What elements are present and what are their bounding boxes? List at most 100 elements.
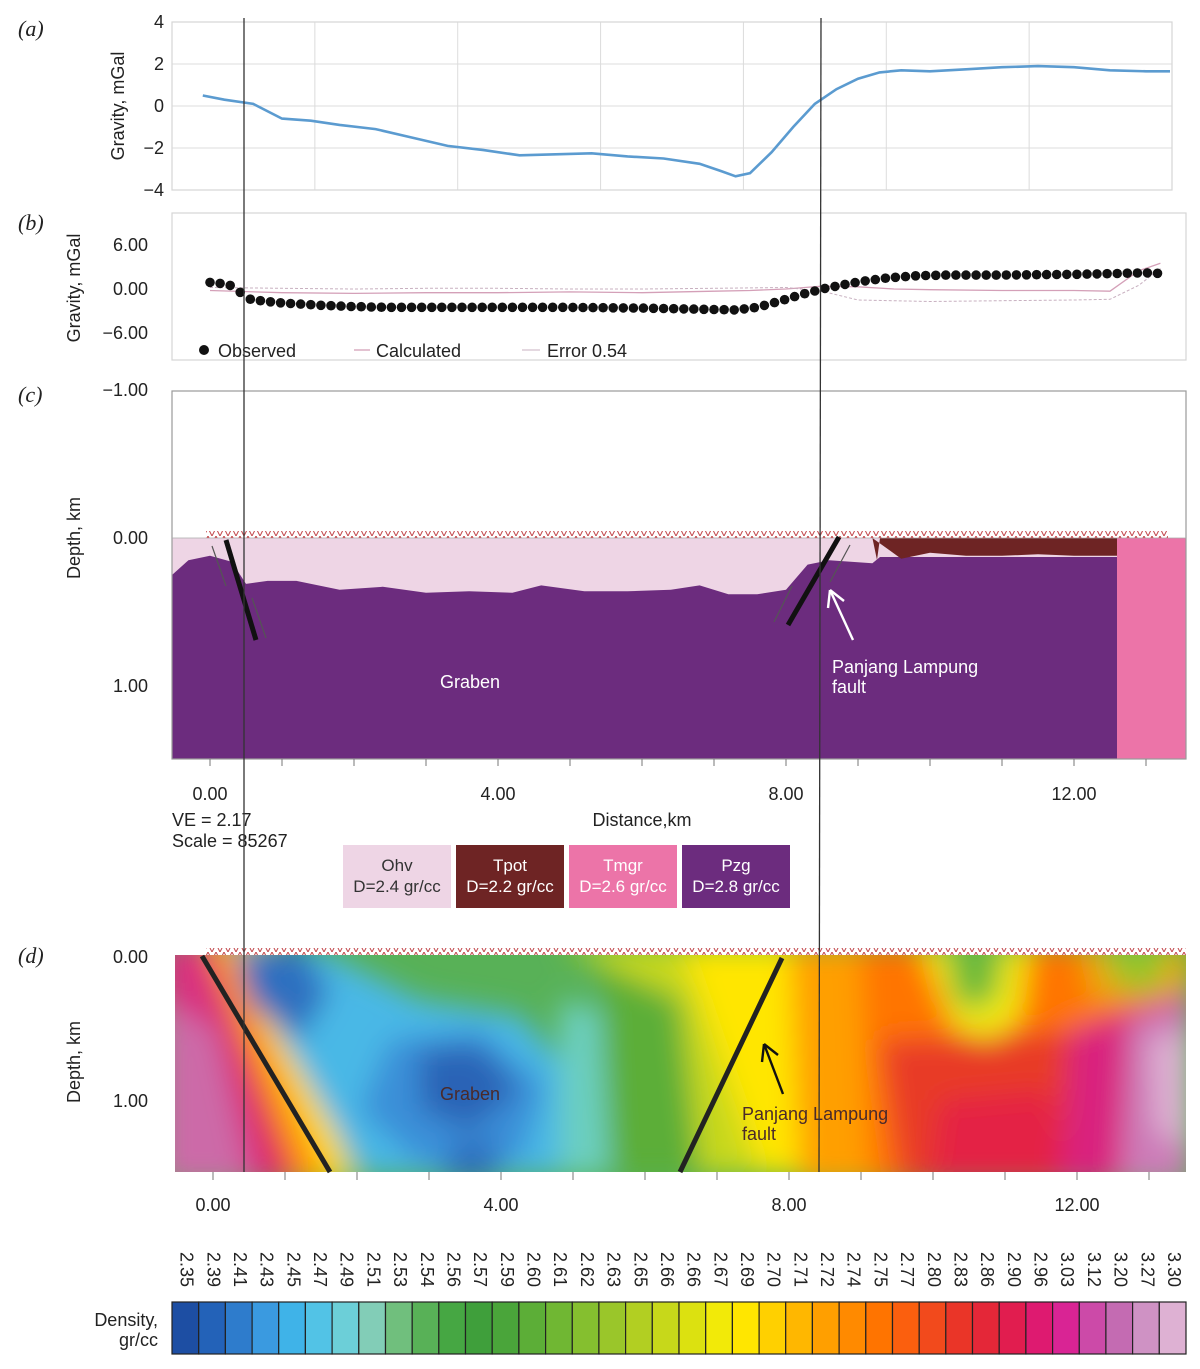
observed-point <box>900 271 911 282</box>
colorbar-swatch <box>731 1301 760 1355</box>
a-ytick-label: −4 <box>143 180 164 200</box>
observed-point <box>920 270 931 281</box>
panel-c-ylabel: Depth, km <box>64 497 84 579</box>
observed-point <box>275 298 286 308</box>
panel-a-frame <box>171 21 1173 191</box>
c-xtick-label: 4.00 <box>480 784 515 804</box>
observed-point <box>890 272 901 283</box>
colorbar-swatch <box>785 1301 814 1355</box>
observed-point <box>991 270 1001 280</box>
unit-swatch-pzg <box>682 845 790 908</box>
observed-point <box>1132 268 1143 278</box>
unit-name: Tpot <box>493 856 527 875</box>
fault-label-d-line2: fault <box>742 1124 776 1144</box>
colorbar-swatch <box>304 1301 333 1355</box>
unit-swatch-ohv <box>343 845 451 908</box>
observed-point <box>1112 268 1122 279</box>
panel-a: (a) 4 2 0 −2 −4 Gravity, mGal <box>18 12 1173 200</box>
d-ytick-label: 1.00 <box>113 1091 148 1111</box>
d-xtick-label: 4.00 <box>483 1195 518 1215</box>
observed-point <box>880 273 891 284</box>
legend-error: Error 0.54 <box>547 341 627 361</box>
colorbar-tick-label: 2.63 <box>604 1252 624 1287</box>
colorbar-tick-label: 3.12 <box>1084 1252 1104 1287</box>
observed-point <box>578 302 588 313</box>
colorbar-swatch <box>544 1301 573 1355</box>
legend-calculated: Calculated <box>376 341 461 361</box>
observed-point <box>759 300 770 311</box>
observed-point <box>1001 270 1012 280</box>
fault-pointer-arrow <box>826 589 855 641</box>
observed-point <box>699 304 709 315</box>
observed-point <box>951 270 961 280</box>
observed-point <box>1122 268 1133 279</box>
colorbar-swatch <box>651 1301 680 1355</box>
reference-line-right <box>818 17 822 1173</box>
observed-point <box>709 304 719 315</box>
observed-point <box>497 302 508 313</box>
observed-point <box>830 281 840 292</box>
b-ytick-label: 6.00 <box>113 235 148 255</box>
observed-point <box>427 302 437 313</box>
observed-point <box>547 302 558 313</box>
observed-point <box>1021 270 1032 280</box>
observed-point <box>860 276 870 286</box>
colorbar-tick-label: 2.41 <box>230 1252 250 1287</box>
observed-point <box>457 302 467 313</box>
graben-label: Graben <box>440 672 500 692</box>
colorbar-swatch <box>331 1301 360 1355</box>
colorbar-swatch <box>171 1301 200 1355</box>
observed-point <box>326 300 336 311</box>
observed-points <box>205 268 1163 315</box>
colorbar-swatch <box>838 1301 867 1355</box>
colorbar-swatch <box>1105 1301 1134 1355</box>
observed-point <box>668 303 679 314</box>
observed-point <box>719 304 729 315</box>
colorbar-tick-label: 2.61 <box>550 1252 570 1287</box>
observed-point <box>1082 269 1092 279</box>
panel-c: (c) Graben Panjang Lampung fault −1.00 0.… <box>18 380 1187 908</box>
observed-point <box>437 302 447 313</box>
observed-point <box>255 295 266 306</box>
observed-point <box>386 302 397 313</box>
observed-point <box>215 278 225 289</box>
error-line <box>209 268 1161 303</box>
observed-point <box>769 297 780 308</box>
panel-c-frame <box>171 390 1187 760</box>
colorbar-tick-label: 2.86 <box>977 1252 997 1287</box>
colorbar-tick-labels: 2.35 2.39 2.41 2.43 2.45 2.47 2.49 2.51 2.53 2.54… <box>177 1252 1184 1287</box>
colorbar-tick-label: 2.47 <box>310 1252 330 1287</box>
legend-observed: Observed <box>218 341 296 361</box>
unit-legend: Ohv D=2.4 gr/cc Tpot D=2.2 gr/cc Tmgr D=2.6 g… <box>343 845 790 908</box>
observed-point <box>789 291 800 302</box>
observed-point <box>507 302 518 313</box>
observed-point <box>1102 268 1112 279</box>
observed-point <box>568 302 578 313</box>
left-fault <box>223 539 259 641</box>
panel-b-label: (b) <box>18 210 44 235</box>
observed-point <box>265 297 276 307</box>
observed-point <box>941 270 951 280</box>
panel-a-grid <box>172 22 1172 190</box>
colorbar-tick-label: 2.70 <box>764 1252 784 1287</box>
observed-point <box>527 302 538 313</box>
observed-point <box>608 303 618 313</box>
observed-point <box>689 304 699 314</box>
colorbar-swatches <box>171 1301 1187 1355</box>
unit-swatch-tmgr <box>569 845 677 908</box>
colorbar-swatch <box>1078 1301 1107 1355</box>
observed-point <box>356 301 367 312</box>
observed-point <box>1031 269 1042 280</box>
fault-label-line2: fault <box>832 677 866 697</box>
observed-point <box>679 304 689 314</box>
a-ytick-label: 2 <box>154 54 164 74</box>
graben-label-d: Graben <box>440 1084 500 1104</box>
colorbar-tick-label: 2.59 <box>497 1252 517 1287</box>
colorbar-label-line2: gr/cc <box>119 1330 158 1350</box>
observed-point <box>588 302 598 313</box>
colorbar-tick-label: 2.56 <box>443 1252 463 1287</box>
panel-c-label: (c) <box>18 382 42 407</box>
colorbar-tick-label: 2.71 <box>790 1252 810 1287</box>
tpot-unit <box>872 538 1118 562</box>
